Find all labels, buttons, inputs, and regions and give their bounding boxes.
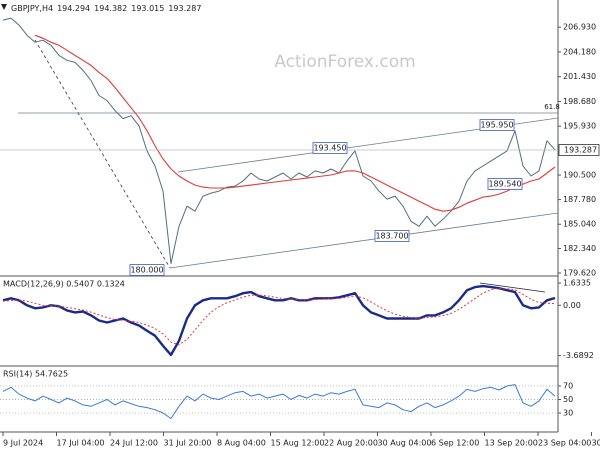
series-line — [2, 384, 556, 419]
x-tick-label: 23 Sep 04:00 — [538, 439, 591, 448]
y-tick-label: -3.6892 — [563, 351, 594, 360]
annotation-box — [129, 264, 165, 276]
symbol: GBPJPY,H4 — [11, 4, 53, 13]
y-tick-label: 204.180 — [563, 47, 596, 56]
macd-divergence-line — [479, 282, 546, 293]
x-tick-label: 6 Sep 12:00 — [431, 439, 479, 448]
y-tick-label: 190.500 — [563, 171, 596, 180]
series-line — [34, 34, 556, 212]
annotation-box — [487, 178, 523, 190]
series-line — [2, 17, 556, 264]
y-tick-label: 201.430 — [563, 72, 596, 81]
x-tick-label: 15 Aug 12:00 — [271, 439, 325, 448]
y-tick-label: 195.930 — [563, 122, 596, 131]
trend-line — [34, 39, 171, 269]
panel-title: RSI(14) 54.7625 — [3, 370, 68, 379]
ohlc-value: 193.015 — [131, 4, 164, 13]
annotation-label: 189.540 — [488, 180, 521, 189]
series-line — [2, 287, 556, 346]
y-tick-label: 185.040 — [563, 220, 596, 229]
annotation-box — [479, 119, 515, 131]
y-tick-label: 187.780 — [563, 195, 596, 204]
x-tick-label: 17 Jul 04:00 — [57, 439, 105, 448]
annotation-box — [374, 230, 410, 242]
ohlc-value: 194.382 — [94, 4, 127, 13]
watermark: ActionForex.com — [274, 52, 415, 72]
panel-title: MACD(12,26,9) 0.5407 0.1324 — [3, 280, 125, 289]
y-tick-label: 206.930 — [563, 23, 596, 32]
x-tick-label: 22 Aug 20:00 — [324, 439, 378, 448]
series-line — [2, 284, 556, 357]
annotation-label: 195.950 — [480, 121, 513, 130]
annotation-label: 193.450 — [313, 144, 346, 153]
y-tick-label: 198.680 — [563, 97, 596, 106]
header-arrow — [1, 4, 7, 10]
last-price-box — [558, 144, 600, 156]
y-tick-label: 179.620 — [563, 269, 596, 278]
y-tick-label: 182.340 — [563, 244, 596, 253]
x-tick-label: 30 Sep 12:00 — [592, 439, 600, 448]
x-tick-label: 9 Jul 2024 — [3, 439, 43, 448]
y-tick-label: 70 — [563, 381, 573, 390]
annotation-label: 180.000 — [130, 266, 163, 275]
x-tick-label: 8 Aug 04:00 — [217, 439, 266, 448]
chart-title: GBPJPY,H4 194.294 194.382 193.015 193.287 — [11, 4, 201, 13]
channel-line — [169, 212, 559, 269]
ohlc-value: 194.294 — [57, 4, 90, 13]
x-tick-label: 30 Aug 04:00 — [378, 439, 432, 448]
last-price-label: 193.287 — [564, 145, 597, 154]
annotation-box — [312, 142, 348, 154]
y-tick-label: 30 — [563, 409, 573, 418]
x-tick-label: 31 Jul 20:00 — [164, 439, 212, 448]
ohlc-value: 193.287 — [168, 4, 201, 13]
y-tick-label: 0.00 — [563, 301, 581, 310]
annotation-label: 183.700 — [375, 232, 408, 241]
x-tick-label: 24 Jul 12:00 — [110, 439, 158, 448]
y-tick-label: 1.6335 — [563, 279, 591, 288]
y-tick-label: 50 — [563, 395, 573, 404]
x-tick-label: 13 Sep 20:00 — [485, 439, 538, 448]
fib-label: 61.8 — [544, 103, 560, 111]
